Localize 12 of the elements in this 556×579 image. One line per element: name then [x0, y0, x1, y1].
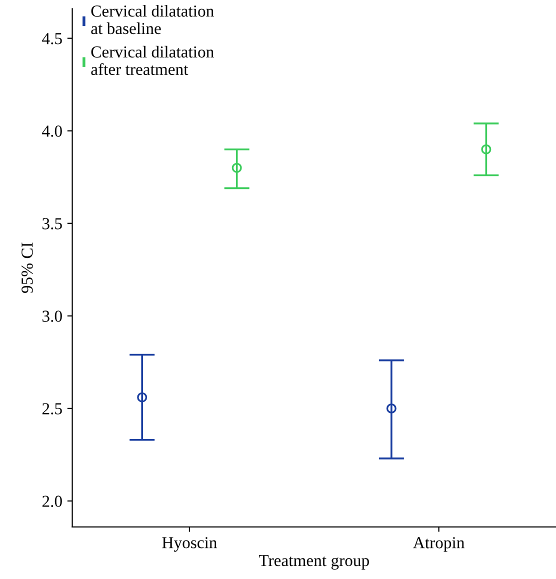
y-tick-label: 4.5 [42, 33, 62, 44]
legend-label: Cervical dilatation after treatment [91, 46, 214, 76]
x-tick-label: Atropin [413, 537, 464, 552]
y-axis-title: 95% CI [22, 242, 33, 293]
y-tick-label: 3.0 [42, 310, 62, 322]
y-tick-label: 4.0 [42, 126, 62, 137]
y-tick-label: 2.5 [42, 403, 62, 414]
legend-label: Cervical dilatation at baseline [91, 4, 214, 34]
y-tick-label: 3.5 [42, 218, 62, 230]
x-tick-label: Hyoscin [162, 537, 217, 552]
x-axis-title: Treatment group [258, 555, 369, 570]
y-tick-label: 2.0 [42, 496, 62, 507]
